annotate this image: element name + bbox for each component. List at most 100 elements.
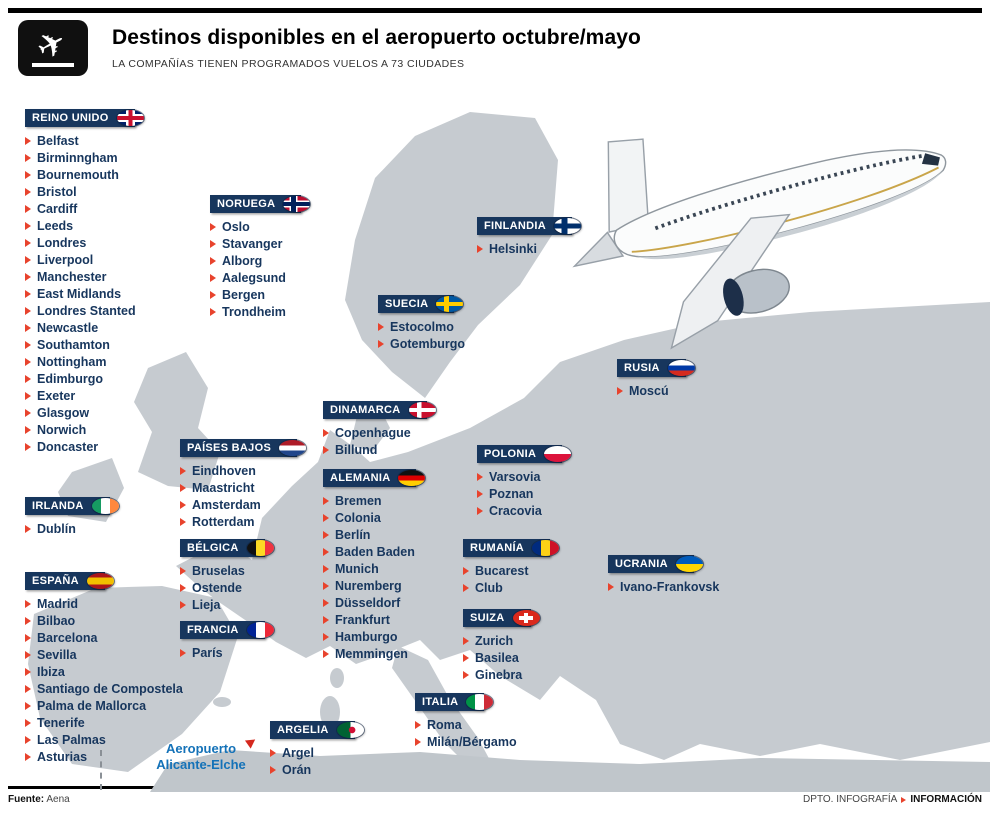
city-name: Belfast [37,133,79,148]
city-name: Gotemburgo [390,336,465,351]
bullet-triangle-icon [25,616,31,625]
bullet-triangle-icon [323,564,329,573]
city-item: Oslo [210,218,301,235]
triangle-icon [901,796,907,803]
city-name: Cardiff [37,201,78,216]
city-item: Ginebra [463,666,531,683]
city-item: Nottingham [25,353,136,370]
city-name: Lieja [192,597,221,612]
city-item: Alborg [210,252,301,269]
city-item: Düsseldorf [323,594,416,611]
city-item: Club [463,579,550,596]
city-name: Milán/Bérgamo [427,734,517,749]
city-name: Ostende [192,580,243,595]
bullet-triangle-icon [180,600,186,609]
bullet-triangle-icon [25,408,31,417]
ukraine-flag-icon [675,556,703,572]
city-list: Oslo Stavanger Alborg Aalegsund Bergen Trondh… [210,218,301,320]
city-name: Ivano-Frankovsk [620,579,720,594]
city-item: Las Palmas [25,731,183,748]
city-name: Nottingham [37,354,107,369]
city-name: Orán [282,762,312,777]
country-name: ARGELIA [277,724,329,736]
bullet-triangle-icon [463,653,469,662]
city-item: Poznan [477,485,562,502]
belgium-flag-icon [246,540,274,556]
city-name: Basilea [475,650,519,665]
city-item: East Midlands [25,285,136,302]
country-name: DINAMARCA [330,404,401,416]
city-list: Ivano-Frankovsk [608,578,719,595]
bullet-triangle-icon [210,290,216,299]
city-name: Ibiza [37,664,65,679]
bullet-triangle-icon [25,170,31,179]
country-label-bar: RUSIA [617,359,695,377]
country-label-bar: FINLANDIA [477,217,581,235]
country-label-bar: BÉLGICA [180,539,274,557]
bullet-triangle-icon [25,187,31,196]
city-item: Manchester [25,268,136,285]
city-item: Glasgow [25,404,136,421]
italy-flag-icon [466,694,494,710]
city-item: Doncaster [25,438,136,455]
city-item: Eindhoven [180,462,297,479]
bullet-triangle-icon [25,442,31,451]
bullet-triangle-icon [378,339,384,348]
city-list: Moscú [617,382,686,399]
city-item: Ibiza [25,663,183,680]
city-item: Newcastle [25,319,136,336]
city-item: Norwich [25,421,136,438]
city-list: Estocolmo Gotemburgo [378,318,465,352]
city-item: Belfast [25,132,136,149]
bullet-triangle-icon [25,650,31,659]
country-label-bar: RUMANÍA [463,539,560,557]
city-name: Copenhague [335,425,411,440]
city-name: Asturias [37,749,88,764]
airport-label: Aeropuerto Alicante-Elche [138,741,264,773]
city-name: Zurich [475,633,514,648]
country-group-italia: ITALIA Roma Milán/Bérgamo [415,692,517,750]
city-name: East Midlands [37,286,122,301]
country-label-bar: ESPAÑA [25,572,114,590]
country-name: ITALIA [422,696,459,708]
bullet-triangle-icon [323,615,329,624]
city-item: Billund [323,441,427,458]
bullet-triangle-icon [463,636,469,645]
city-name: Amsterdam [192,497,261,512]
city-name: París [192,645,223,660]
bullet-triangle-icon [463,670,469,679]
plane-glyph-icon: ✈ [30,21,74,69]
country-group-reino-unido: REINO UNIDO Belfast Birminngham Bournemout… [25,108,144,455]
bullet-triangle-icon [25,306,31,315]
country-group-rumania: RUMANÍA Bucarest Club [463,538,560,596]
city-list: Madrid Bilbao Barcelona Sevilla Ibiza Santiag… [25,595,183,765]
city-name: Barcelona [37,630,98,645]
country-label-bar: IRLANDA [25,497,119,515]
city-name: Stavanger [222,236,283,251]
bullet-triangle-icon [25,153,31,162]
city-item: Berlín [323,526,416,543]
bullet-triangle-icon [210,307,216,316]
city-item: Cracovia [477,502,562,519]
bullet-triangle-icon [25,391,31,400]
france-flag-icon [246,622,274,638]
city-name: Trondheim [222,304,286,319]
country-group-suecia: SUECIA Estocolmo Gotemburgo [378,294,465,352]
city-name: Baden Baden [335,544,415,559]
bullet-triangle-icon [415,737,421,746]
city-item: Roma [415,716,517,733]
page-title: Destinos disponibles en el aeropuerto oc… [112,26,641,49]
city-item: Madrid [25,595,183,612]
country-label-bar: NORUEGA [210,195,311,213]
city-item: Asturias [25,748,183,765]
romania-flag-icon [532,540,560,556]
city-item: París [180,644,265,661]
country-name: UCRANIA [615,558,668,570]
city-item: Bergen [210,286,301,303]
city-name: Bruselas [192,563,245,578]
city-item: Leeds [25,217,136,234]
country-label-bar: UCRANIA [608,555,703,573]
city-list: Bremen Colonia Berlín Baden Baden Munich Nure… [323,492,416,662]
city-name: Bremen [335,493,382,508]
